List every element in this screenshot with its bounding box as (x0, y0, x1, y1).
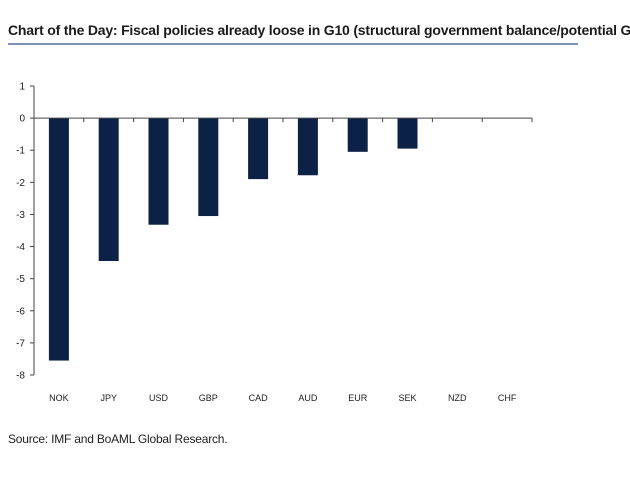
y-axis-ticks: 1 0 -1 -2 -3 -4 -5 -6 -7 -8 (16, 82, 34, 382)
y-tick-label: 1 (19, 82, 25, 93)
y-tick-label: 0 (19, 114, 25, 125)
y-tick-label: -3 (16, 210, 25, 221)
x-axis-ticks: NOK JPY USD GBP CAD AUD EUR SEK NZD CHF (49, 393, 517, 403)
bar-eur (347, 118, 368, 152)
bar-jpy (98, 118, 119, 262)
y-tick-label: -5 (16, 274, 25, 285)
x-tick-label: GBP (199, 393, 218, 403)
title-underline (8, 43, 578, 45)
bar-cad (248, 118, 269, 180)
bar-usd (148, 118, 169, 225)
x-tick-label: SEK (398, 393, 416, 403)
x-tick-label: EUR (348, 393, 368, 403)
x-tick-label: USD (149, 393, 169, 403)
bars (48, 118, 418, 361)
y-tick-label: -7 (16, 338, 25, 349)
x-tick-label: CHF (498, 393, 517, 403)
x-tick-label: AUD (298, 393, 318, 403)
bar-gbp (198, 118, 219, 217)
x-tick-label: NOK (49, 393, 69, 403)
x-tick-label: CAD (249, 393, 269, 403)
y-tick-label: -8 (16, 371, 25, 382)
y-tick-label: -1 (16, 146, 25, 157)
source-note: Source: IMF and BoAML Global Research. (8, 432, 228, 446)
bar-sek (397, 118, 418, 149)
bar-aud (297, 118, 318, 176)
y-tick-label: -4 (16, 242, 25, 253)
y-tick-label: -6 (16, 306, 25, 317)
x-tick-label: JPY (100, 393, 117, 403)
axes (33, 86, 533, 375)
chart-title: Chart of the Day: Fiscal policies alread… (8, 22, 630, 38)
bar-nok (48, 118, 69, 361)
x-tick-label: NZD (448, 393, 467, 403)
y-tick-label: -2 (16, 178, 25, 189)
